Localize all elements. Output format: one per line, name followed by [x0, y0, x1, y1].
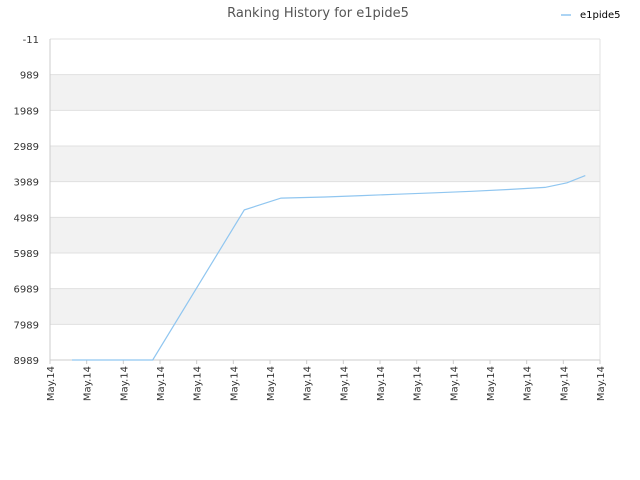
x-tick-label: May.14 [119, 366, 130, 401]
y-tick-label: 5989 [14, 249, 39, 260]
x-tick-label: May.14 [193, 366, 204, 401]
x-tick-label: May.14 [559, 366, 570, 401]
grid-band [50, 74, 600, 111]
y-tick-labels: -11 989 1989 2989 3989 4989 5989 6989 7989 8989 [14, 35, 39, 367]
x-tick-label: May.14 [523, 366, 534, 401]
grid-band [50, 288, 600, 325]
chart-title: Ranking History for e1pide5 [227, 6, 409, 21]
x-tick-label: May.14 [339, 366, 350, 401]
x-tick-label: May.14 [83, 366, 94, 401]
x-tick-label: May.14 [596, 366, 607, 401]
x-tick-label: May.14 [156, 366, 167, 401]
legend: e1pide5 [561, 10, 621, 21]
x-tick-label: May.14 [449, 366, 460, 401]
x-tick-label: May.14 [376, 366, 387, 401]
grid-band [50, 217, 600, 253]
legend-label: e1pide5 [580, 10, 621, 21]
grid-band [50, 146, 600, 182]
y-tick-label: 3989 [14, 178, 39, 189]
x-tick-label: May.14 [413, 366, 424, 401]
y-tick-label: 1989 [14, 106, 39, 117]
x-tick-label: May.14 [486, 366, 497, 401]
x-tick-label: May.14 [303, 366, 314, 401]
x-tick-label: May.14 [46, 366, 57, 401]
y-tick-label: 6989 [14, 285, 39, 296]
x-tick-labels: May.14 May.14 May.14 May.14 May.14 May.14 May.… [46, 360, 607, 401]
y-tick-label: 2989 [14, 142, 39, 153]
x-tick-label: May.14 [266, 366, 277, 401]
y-tick-label: 8989 [14, 356, 39, 367]
x-tick-label: May.14 [229, 366, 240, 401]
y-tick-label: -11 [23, 35, 39, 46]
grid-bands [50, 74, 600, 325]
series-group [72, 175, 586, 361]
y-tick-label: 989 [20, 71, 39, 82]
y-tick-label: 7989 [14, 320, 39, 331]
y-tick-label: 4989 [14, 213, 39, 224]
series-line-e1pide5 [72, 175, 586, 361]
